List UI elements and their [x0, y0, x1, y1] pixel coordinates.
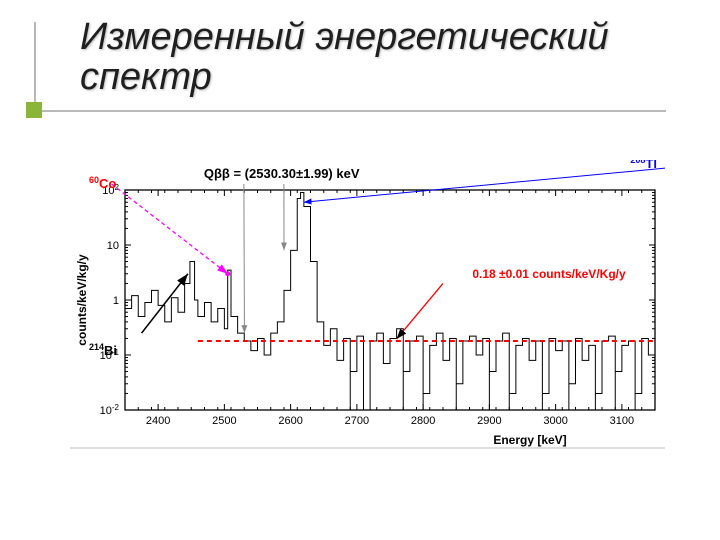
accent-square [26, 102, 42, 118]
svg-text:2600: 2600 [278, 415, 302, 427]
rate-arrow [397, 283, 443, 339]
qbb-label: Qββ = (2530.30±1.99) keV [204, 166, 360, 181]
svg-text:10-2: 10-2 [100, 403, 120, 418]
chart-svg: 2400250026002700280029003000310010-210-1… [70, 160, 665, 450]
title-line2: спектр [80, 56, 212, 98]
svg-text:1: 1 [113, 295, 119, 307]
svg-text:2900: 2900 [477, 415, 501, 427]
rate-label: 0.18 ±0.01 counts/keV/Kg/y [472, 267, 626, 281]
svg-text:3100: 3100 [610, 415, 634, 427]
x-axis-label: Energy [keV] [493, 433, 566, 447]
spectrum-chart: 2400250026002700280029003000310010-210-1… [70, 160, 665, 450]
tl208-label: 208Tl [630, 160, 657, 171]
spectrum-line [125, 193, 655, 410]
slide-title: Измеренный энергетический спектр [80, 18, 609, 98]
bi214-arrow [142, 274, 188, 333]
svg-text:2800: 2800 [411, 415, 435, 427]
co60-arrow [112, 184, 228, 274]
qbb-arrow-1 [244, 184, 245, 333]
accent-line-horizontal [26, 110, 666, 112]
co60-label: 60Co [89, 175, 116, 191]
svg-text:3000: 3000 [543, 415, 567, 427]
svg-text:2700: 2700 [345, 415, 369, 427]
svg-text:2400: 2400 [146, 415, 170, 427]
y-axis-label: counts/keV/kg/y [75, 254, 89, 346]
title-line1: Измеренный энергетический [80, 16, 609, 58]
svg-text:10: 10 [107, 240, 119, 252]
svg-text:2500: 2500 [212, 415, 236, 427]
